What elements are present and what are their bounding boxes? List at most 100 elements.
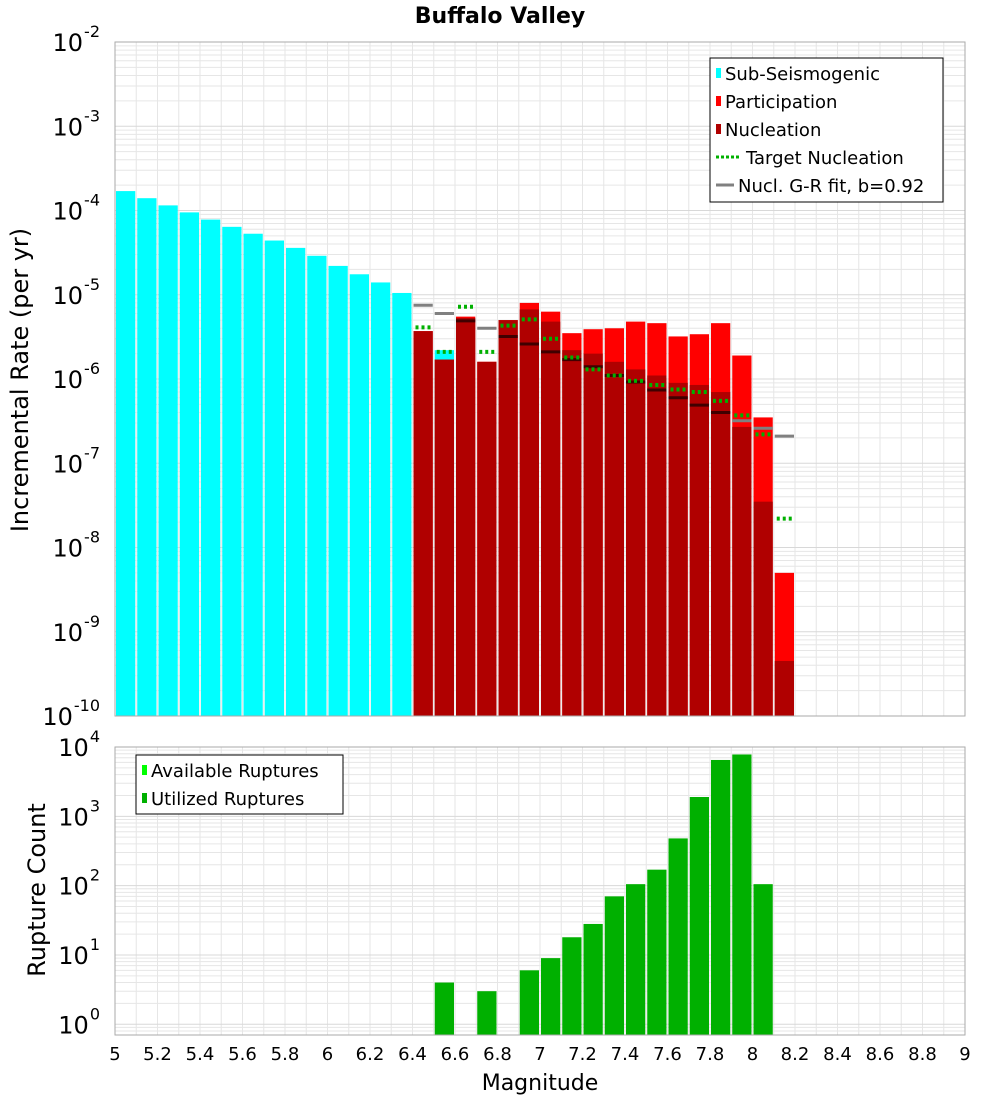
x-tick-label: 5.8	[271, 1044, 300, 1065]
utilized-ruptures-bar	[689, 796, 709, 1035]
x-tick-label: 8.8	[908, 1044, 937, 1065]
legend-swatch	[142, 765, 147, 775]
bottom-y-axis-label: Rupture Count	[23, 803, 51, 977]
legend-label: Nucl. G-R fit, b=0.92	[738, 176, 924, 197]
utilized-ruptures-bar	[668, 838, 688, 1035]
utilized-ruptures-bar	[732, 754, 752, 1035]
nucleation-bar	[689, 384, 709, 716]
y-tick-label: 103	[58, 796, 100, 831]
sub-seismogenic-bar	[392, 292, 412, 716]
nucleation-bar	[774, 660, 794, 716]
y-tick-exponent: 2	[90, 866, 100, 885]
x-tick-label: 9	[959, 1044, 970, 1065]
sub-seismogenic-bar	[243, 233, 263, 717]
x-tick-label: 5.4	[186, 1044, 215, 1065]
x-tick-label: 7.8	[696, 1044, 725, 1065]
nucleation-bar	[583, 353, 603, 716]
sub-seismogenic-bar	[137, 198, 157, 716]
legend-label: Target Nucleation	[745, 148, 904, 169]
utilized-ruptures-bar	[477, 991, 497, 1035]
utilized-ruptures-bar	[753, 884, 773, 1035]
y-tick-label: 100	[58, 1004, 100, 1039]
y-tick-exponent: -9	[84, 612, 100, 631]
legend-label: Participation	[725, 92, 837, 113]
y-tick-exponent: -2	[84, 22, 100, 41]
sub-seismogenic-bar	[371, 282, 391, 716]
y-tick-exponent: 3	[90, 796, 100, 815]
y-tick-exponent: 0	[90, 1004, 100, 1023]
sub-seismogenic-bar	[179, 212, 199, 717]
y-tick-exponent: -4	[84, 191, 100, 210]
sub-seismogenic-bar	[328, 265, 348, 716]
nucleation-bar	[456, 317, 476, 716]
x-tick-label: 5.6	[228, 1044, 257, 1065]
utilized-ruptures-bar	[626, 884, 646, 1035]
x-tick-label: 6	[322, 1044, 333, 1065]
top-y-ticks: 10-10 10-9 10-8 10-7 10-6 10-5 10-4 10-3 10-2	[42, 22, 100, 731]
y-tick-label: 10-10	[42, 696, 100, 731]
utilized-ruptures-bar	[434, 982, 454, 1035]
x-tick-label: 5.2	[143, 1044, 172, 1065]
legend-label: Nucleation	[725, 120, 821, 141]
x-tick-label: 6.4	[398, 1044, 427, 1065]
sub-seismogenic-bar	[286, 247, 306, 716]
sub-seismogenic-bar	[222, 226, 242, 716]
legend-label: Utilized Ruptures	[151, 789, 304, 810]
utilized-ruptures-bar	[541, 958, 561, 1035]
x-tick-label: 8.4	[823, 1044, 852, 1065]
x-tick-label: 8.2	[781, 1044, 810, 1065]
legend-swatch	[142, 793, 147, 803]
bottom-legend: Available Ruptures Utilized Ruptures	[135, 754, 344, 815]
x-tick-label: 7.6	[653, 1044, 682, 1065]
y-tick-label: 102	[58, 866, 100, 901]
y-tick-label: 10-8	[53, 528, 101, 563]
nucleation-bar	[711, 392, 731, 716]
y-tick-label: 10-6	[53, 359, 101, 394]
sub-seismogenic-bar	[158, 205, 178, 716]
nucleation-bar	[732, 426, 752, 716]
nucleation-bar	[498, 320, 518, 716]
utilized-ruptures-bar	[711, 759, 731, 1035]
y-tick-exponent: -5	[84, 275, 100, 294]
nucleation-bar	[647, 375, 667, 716]
sub-seismogenic-bar	[201, 219, 221, 716]
bottom-plot-frame	[114, 746, 966, 1036]
utilized-ruptures-bar	[604, 896, 624, 1035]
x-tick-label: 6.2	[356, 1044, 385, 1065]
y-tick-exponent: -10	[74, 696, 100, 715]
x-ticks: 5 5.2 5.4 5.6 5.8 6 6.2 6.4 6.6 6.8 7 7.2 7.4 7.6 7.8 8…	[109, 1044, 970, 1065]
bottom-plot-border	[114, 746, 966, 1036]
x-tick-label: 8.6	[866, 1044, 895, 1065]
utilized-ruptures-bar	[519, 970, 539, 1035]
x-tick-label: 7.4	[611, 1044, 640, 1065]
nucleation-bar	[668, 382, 688, 716]
utilized-ruptures-bar	[562, 937, 582, 1035]
top-plot-border	[114, 41, 966, 717]
y-tick-label: 10-3	[53, 106, 101, 141]
legend-swatch	[716, 96, 721, 106]
x-tick-label: 7.2	[568, 1044, 597, 1065]
x-tick-label: 6.6	[441, 1044, 470, 1065]
nucleation-bar	[519, 309, 539, 716]
nucleation-bar	[413, 331, 433, 716]
y-tick-exponent: -6	[84, 359, 100, 378]
nucleation-bar	[541, 321, 561, 716]
top-legend: Sub-Seismogenic Participation Nucleation Ta…	[709, 57, 944, 203]
legend-label: Available Ruptures	[151, 761, 319, 782]
y-tick-exponent: 1	[90, 935, 100, 954]
sub-seismogenic-bar	[307, 255, 327, 716]
utilized-ruptures-bar	[647, 869, 667, 1035]
x-axis-label: Magnitude	[482, 1071, 599, 1096]
y-tick-label: 10-4	[53, 191, 101, 226]
y-tick-exponent: 4	[90, 727, 100, 746]
nucleation-bar	[477, 361, 497, 716]
chart-title: Buffalo Valley	[415, 4, 585, 29]
x-tick-label: 5	[109, 1044, 120, 1065]
top-y-axis-label: Incremental Rate (per yr)	[6, 228, 34, 532]
y-tick-label: 10-9	[53, 612, 101, 647]
nucleation-bar	[753, 501, 773, 716]
y-tick-exponent: -3	[84, 106, 100, 125]
